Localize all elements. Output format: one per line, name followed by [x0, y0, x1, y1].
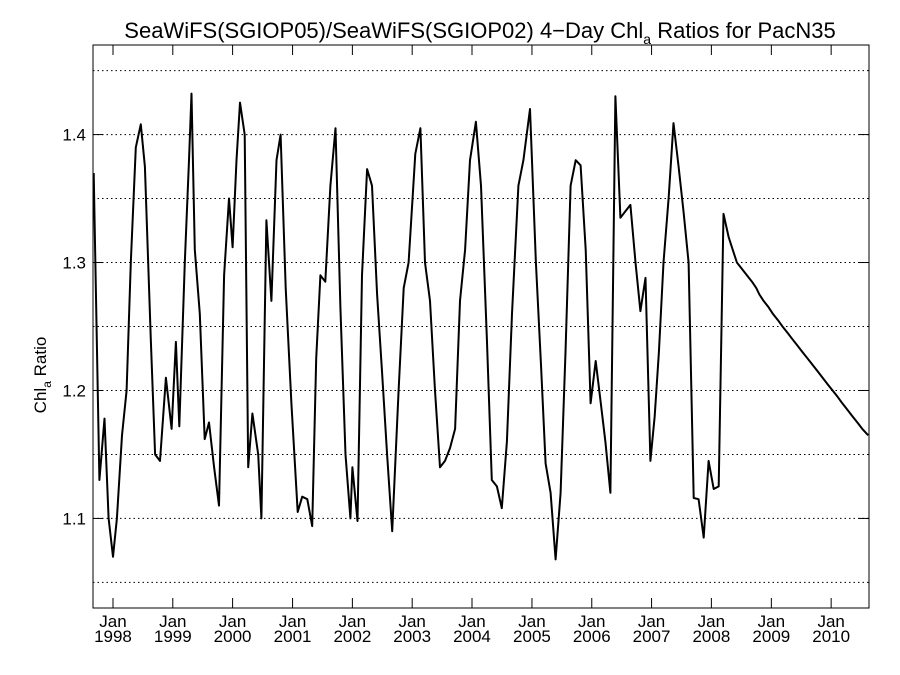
x-tick-month: Jan: [638, 612, 665, 631]
y-tick-label: 1.4: [62, 126, 86, 145]
plot-frame: [92, 44, 870, 609]
x-tick-year: 2001: [274, 627, 312, 646]
x-tick-year: 2007: [633, 627, 671, 646]
x-tick-year: 2004: [453, 627, 491, 646]
x-tick-year: 2008: [692, 627, 730, 646]
x-tick-month: Jan: [159, 612, 186, 631]
x-tick-month: Jan: [758, 612, 785, 631]
x-tick-year: 1999: [154, 627, 192, 646]
x-tick-month: Jan: [518, 612, 545, 631]
x-tick-year: 2010: [812, 627, 850, 646]
x-tick-year: 2006: [573, 627, 611, 646]
chart-title: SeaWiFS(SGIOP05)/SeaWiFS(SGIOP02) 4−Day …: [124, 18, 835, 47]
y-tick-label: 1.1: [62, 509, 86, 528]
y-tick-label: 1.2: [62, 381, 86, 400]
x-tick-month: Jan: [458, 612, 485, 631]
x-tick-month: Jan: [219, 612, 246, 631]
x-tick-month: Jan: [817, 612, 844, 631]
x-axis: Jan1998Jan1999Jan2000Jan2001Jan2002Jan20…: [94, 45, 850, 646]
x-tick-year: 1998: [94, 627, 132, 646]
x-tick-year: 2003: [393, 627, 431, 646]
x-tick-year: 2009: [752, 627, 790, 646]
y-grid: [93, 70, 869, 583]
x-tick-month: Jan: [578, 612, 605, 631]
x-tick-month: Jan: [339, 612, 366, 631]
y-axis: 1.1 1.2 1.3 1.4: [62, 126, 869, 528]
x-tick-year: 2005: [513, 627, 551, 646]
x-tick-month: Jan: [99, 612, 126, 631]
y-tick-label: 1.3: [62, 254, 86, 273]
series-line: [92, 92, 869, 561]
y-axis-label: Chla Ratio: [31, 337, 54, 414]
x-tick-year: 2000: [214, 627, 252, 646]
x-tick-month: Jan: [279, 612, 306, 631]
x-tick-month: Jan: [398, 612, 425, 631]
x-tick-month: Jan: [698, 612, 725, 631]
x-tick-year: 2002: [333, 627, 371, 646]
